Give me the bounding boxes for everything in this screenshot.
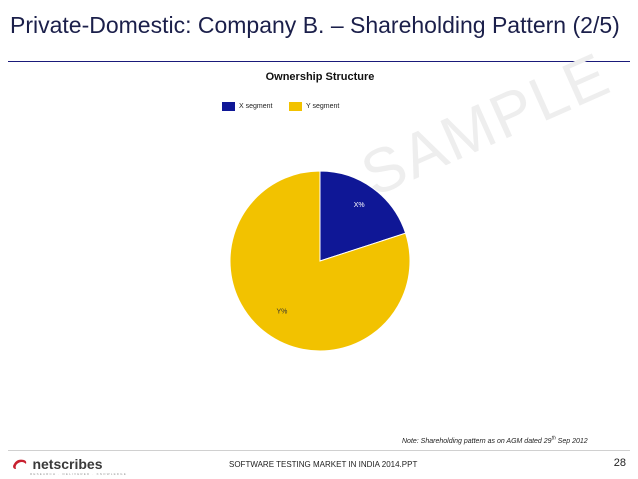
netscribes-logo-text: netscribes [32,455,103,472]
legend-item-y-segment: Y segment [289,102,339,111]
legend-swatch-x-segment [222,102,235,111]
footer-document-name: SOFTWARE TESTING MARKET IN INDIA 2014.PP… [229,460,418,469]
footnote: Note: Shareholding pattern as on AGM dat… [402,436,588,446]
pie-label-x-segment: X% [354,202,365,209]
legend-label-x-segment: X segment [239,103,273,110]
pie-slice-x-segment [319,170,407,262]
netscribes-logo: netscribes RESEARCH · DELIVERED · KNOWLE… [12,455,126,476]
footer-divider [8,450,630,451]
page-number: 28 [613,457,626,469]
title-divider [8,61,630,62]
netscribes-logo-tagline: RESEARCH · DELIVERED · KNOWLEDGE [30,472,127,476]
legend-item-x-segment: X segment [222,102,272,111]
pie-slice-y-segment [229,170,411,352]
legend-label-y-segment: Y segment [306,103,340,110]
pie-label-y-segment: Y% [276,308,287,315]
chart-title: Ownership Structure [265,71,375,83]
legend-swatch-y-segment [289,102,302,111]
netscribes-logo-icon [13,459,27,469]
slide-title: Private-Domestic: Company B. – Sharehold… [10,12,620,38]
